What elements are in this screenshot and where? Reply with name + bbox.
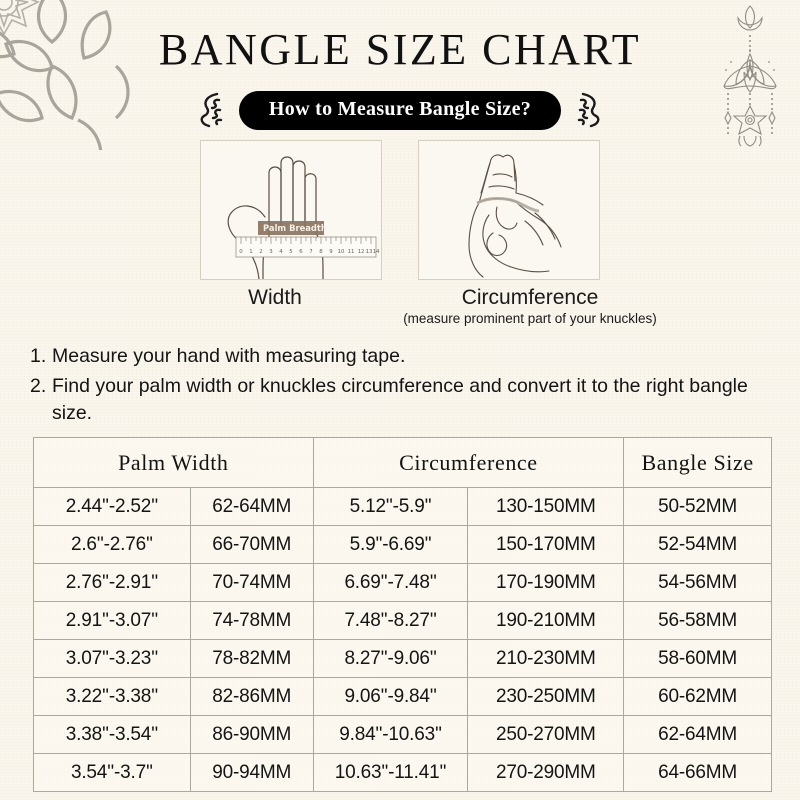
svg-text:10: 10 bbox=[338, 249, 345, 255]
table-cell: 54-56MM bbox=[623, 563, 772, 602]
table-cell: 270-290MM bbox=[467, 753, 625, 792]
svg-text:12: 12 bbox=[358, 249, 365, 255]
table-cell: 230-250MM bbox=[467, 677, 625, 716]
table-cell: 56-58MM bbox=[623, 601, 772, 640]
svg-text:11: 11 bbox=[348, 249, 355, 255]
instruction-text: Measure your hand with measuring tape. bbox=[52, 345, 406, 367]
table-row: 2.76''-2.91'' 70-74MM 6.69''-7.48'' 170-190… bbox=[33, 563, 772, 602]
table-header-palm-width: Palm Width bbox=[33, 437, 314, 488]
table-cell: 8.27''-9.06'' bbox=[312, 639, 469, 678]
instruction-number: 2. bbox=[30, 374, 47, 397]
caption-width: Width bbox=[248, 286, 302, 309]
table-cell: 62-64MM bbox=[623, 715, 772, 754]
caption-circumference-main: Circumference bbox=[461, 286, 599, 309]
svg-text:6: 6 bbox=[299, 249, 303, 255]
svg-text:1: 1 bbox=[249, 249, 252, 255]
table-cell: 3.54''-3.7'' bbox=[33, 753, 191, 792]
table-cell: 70-74MM bbox=[189, 563, 314, 602]
table-cell: 150-170MM bbox=[467, 525, 625, 564]
svg-text:3: 3 bbox=[269, 249, 272, 255]
table-cell: 130-150MM bbox=[467, 487, 625, 526]
page-title: BANGLE SIZE CHART bbox=[158, 25, 642, 74]
instruction-item: 2. Find your palm width or knuckles circ… bbox=[30, 373, 760, 428]
table-row: 2.6''-2.76'' 66-70MM 5.9''-6.69'' 150-170MM… bbox=[33, 525, 772, 564]
caption-circumference-sub: (measure prominent part of your knuckles… bbox=[403, 311, 657, 326]
lotus-ornament-icon bbox=[723, 5, 777, 147]
instruction-number: 1. bbox=[30, 345, 47, 367]
table-header-row: Palm Width Circumference Bangle Size bbox=[33, 437, 772, 488]
table-cell: 2.91''-3.07'' bbox=[33, 601, 191, 640]
table-cell: 86-90MM bbox=[189, 715, 314, 754]
table-row: 3.54''-3.7'' 90-94MM 10.63''-11.41'' 270-29… bbox=[33, 753, 772, 792]
table-cell: 58-60MM bbox=[623, 639, 772, 678]
subtitle-pill: How to Measure Bangle Size? bbox=[238, 90, 562, 130]
svg-text:14: 14 bbox=[373, 249, 380, 255]
table-cell: 2.6''-2.76'' bbox=[33, 525, 191, 564]
table-row: 3.07''-3.23'' 78-82MM 8.27''-9.06'' 210-230… bbox=[33, 639, 772, 678]
table-cell: 60-62MM bbox=[623, 677, 772, 716]
table-cell: 90-94MM bbox=[189, 753, 314, 792]
table-cell: 3.07''-3.23'' bbox=[33, 639, 191, 678]
table-cell: 10.63''-11.41'' bbox=[312, 753, 469, 792]
table-cell: 250-270MM bbox=[467, 715, 625, 754]
table-cell: 7.48''-8.27'' bbox=[312, 601, 469, 640]
svg-text:5: 5 bbox=[289, 249, 292, 255]
table-cell: 190-210MM bbox=[467, 601, 625, 640]
table-cell: 78-82MM bbox=[189, 639, 314, 678]
table-cell: 210-230MM bbox=[467, 639, 625, 678]
table-row: 3.22''-3.38'' 82-86MM 9.06''-9.84'' 230-250… bbox=[33, 677, 772, 716]
table-cell: 2.44''-2.52'' bbox=[33, 487, 191, 526]
table-cell: 52-54MM bbox=[623, 525, 772, 564]
table-header-circumference: Circumference bbox=[312, 437, 625, 488]
circumference-illustration bbox=[418, 140, 600, 280]
svg-text:7: 7 bbox=[309, 249, 312, 255]
subtitle-row: How to Measure Bangle Size? bbox=[0, 90, 800, 130]
instruction-text: Find your palm width or knuckles circumf… bbox=[52, 374, 748, 425]
instruction-item: 1. Measure your hand with measuring tape… bbox=[30, 343, 760, 371]
svg-text:4: 4 bbox=[279, 249, 283, 255]
table-cell: 170-190MM bbox=[467, 563, 625, 602]
table-cell: 5.12''-5.9'' bbox=[312, 487, 469, 526]
table-cell: 74-78MM bbox=[189, 601, 314, 640]
table-cell: 62-64MM bbox=[189, 487, 314, 526]
table-cell: 3.22''-3.38'' bbox=[33, 677, 191, 716]
bangle-size-table: Palm Width Circumference Bangle Size 2.4… bbox=[33, 437, 772, 792]
svg-text:0: 0 bbox=[239, 249, 243, 255]
table-cell: 9.06''-9.84'' bbox=[312, 677, 469, 716]
table-cell: 50-52MM bbox=[623, 487, 772, 526]
table-cell: 66-70MM bbox=[189, 525, 314, 564]
table-cell: 64-66MM bbox=[623, 753, 772, 792]
table-cell: 3.38''-3.54'' bbox=[33, 715, 191, 754]
corner-mandala-icon bbox=[0, 0, 130, 150]
flourish-left-icon bbox=[200, 92, 223, 128]
instructions-list: 1. Measure your hand with measuring tape… bbox=[30, 343, 760, 430]
table-cell: 6.69''-7.48'' bbox=[312, 563, 469, 602]
svg-text:9: 9 bbox=[329, 249, 333, 255]
table-cell: 82-86MM bbox=[189, 677, 314, 716]
table-header-bangle-size: Bangle Size bbox=[623, 437, 772, 488]
flourish-right-icon bbox=[577, 92, 600, 128]
table-cell: 2.76''-2.91'' bbox=[33, 563, 191, 602]
table-row: 3.38''-3.54'' 86-90MM 9.84''-10.63'' 250-27… bbox=[33, 715, 772, 754]
table-cell: 5.9''-6.69'' bbox=[312, 525, 469, 564]
table-row: 2.44''-2.52'' 62-64MM 5.12''-5.9'' 130-150M… bbox=[33, 487, 772, 526]
svg-text:2: 2 bbox=[259, 249, 262, 255]
svg-text:8: 8 bbox=[319, 249, 323, 255]
svg-text:13: 13 bbox=[366, 249, 373, 255]
caption-circumference: Circumference (measure prominent part of… bbox=[370, 286, 690, 326]
table-row: 2.91''-3.07'' 74-78MM 7.48''-8.27'' 190-210… bbox=[33, 601, 772, 640]
palm-breadth-label: Palm Breadth bbox=[263, 223, 327, 233]
table-body: 2.44''-2.52'' 62-64MM 5.12''-5.9'' 130-150M… bbox=[33, 487, 772, 792]
table-cell: 9.84''-10.63'' bbox=[312, 715, 469, 754]
